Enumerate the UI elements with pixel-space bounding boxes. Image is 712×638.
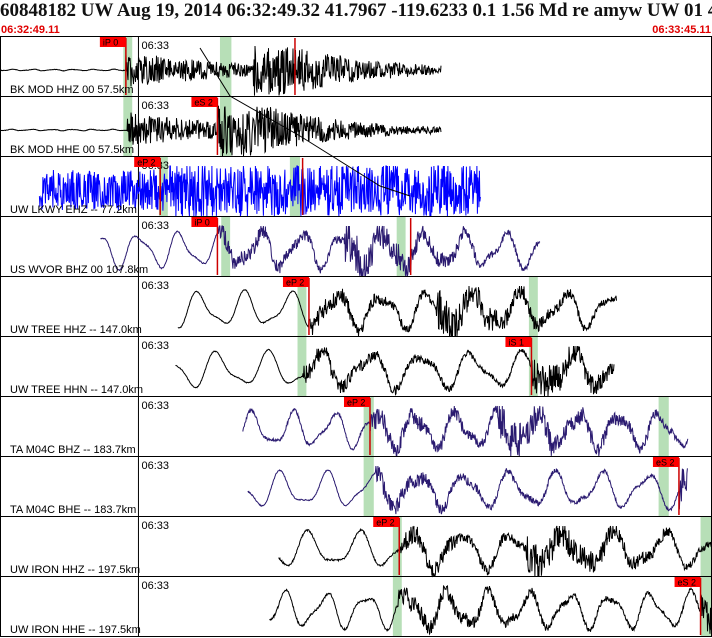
window-band bbox=[123, 37, 133, 96]
minute-tick-label: 06:33 bbox=[141, 40, 169, 52]
channel-label: UW TREE HHZ -- 147.0km bbox=[10, 324, 142, 336]
channel-label: BK MOD HHZ 00 57.5km bbox=[10, 84, 133, 96]
window-band bbox=[396, 217, 406, 276]
pick-label: eP 2 bbox=[376, 518, 394, 528]
channel-label: UW LKWY EHZ -- 77.2km bbox=[10, 204, 137, 216]
pick-box bbox=[99, 37, 126, 47]
pick-box bbox=[191, 217, 218, 227]
pick-box bbox=[373, 517, 400, 527]
channel-label: BK MOD HHE 00 57.5km bbox=[10, 144, 134, 156]
start-time-label: 06:32:49.11 bbox=[1, 24, 60, 36]
minute-tick-label: 06:33 bbox=[141, 460, 169, 472]
pick-box bbox=[282, 277, 309, 287]
pick-label: iS 1 bbox=[508, 338, 524, 348]
waveform-trace bbox=[175, 345, 615, 397]
pick-box bbox=[191, 97, 218, 107]
waveform-trace bbox=[0, 45, 442, 96]
waveform-trace bbox=[269, 584, 712, 636]
pick-label: eP 2 bbox=[347, 398, 365, 408]
channel-label: UW IRON HHE -- 197.5km bbox=[10, 624, 141, 636]
waveform-trace bbox=[100, 225, 541, 277]
end-time-label: 06:33:45.11 bbox=[652, 24, 711, 36]
channel-label: UW IRON HHZ -- 197.5km bbox=[10, 564, 140, 576]
pick-box bbox=[652, 457, 679, 467]
pick-box bbox=[674, 577, 701, 587]
window-band bbox=[700, 517, 712, 576]
pick-box bbox=[505, 337, 532, 347]
channel-label: TA M04C BHE -- 183.7km bbox=[10, 504, 136, 516]
waveform-trace bbox=[247, 465, 688, 515]
pick-label: eP 2 bbox=[286, 278, 304, 288]
waveform-trace bbox=[0, 105, 442, 157]
travel-time-curve bbox=[199, 47, 411, 197]
window-band bbox=[658, 457, 669, 516]
window-band bbox=[363, 397, 374, 456]
minute-tick-label: 06:33 bbox=[141, 220, 169, 232]
minute-tick-label: 06:33 bbox=[141, 400, 169, 412]
window-band bbox=[297, 277, 307, 336]
channel-label: TA M04C BHZ -- 183.7km bbox=[10, 444, 136, 456]
pick-box bbox=[134, 157, 161, 167]
window-band bbox=[363, 457, 374, 516]
waveform-trace bbox=[278, 525, 712, 578]
pick-label: eS 2 bbox=[656, 458, 675, 468]
pick-label: iP 0 bbox=[103, 38, 118, 48]
window-band bbox=[528, 337, 538, 396]
pick-label: eP 2 bbox=[137, 158, 155, 168]
minute-tick-label: 06:33 bbox=[141, 280, 169, 292]
minute-tick-label: 06:33 bbox=[141, 580, 169, 592]
channel-label: UW TREE HHN -- 147.0km bbox=[10, 384, 143, 396]
event-header: 60848182 UW Aug 19, 2014 06:32:49.32 41.… bbox=[0, 0, 712, 21]
minute-tick-label: 06:33 bbox=[141, 100, 169, 112]
pick-label: eS 2 bbox=[194, 98, 213, 108]
waveform-plot[interactable]: 06:33 iP 0 BK MOD HHZ 00 57.5km 06:33 eS 2 BK… bbox=[0, 36, 712, 638]
waveform-trace bbox=[242, 405, 689, 457]
pick-box bbox=[343, 397, 370, 407]
minute-tick-label: 06:33 bbox=[141, 520, 169, 532]
channel-label: US WVOR BHZ 00 107.8km bbox=[10, 264, 148, 276]
waveform-trace bbox=[177, 285, 617, 337]
window-band bbox=[297, 337, 307, 396]
pick-label: iP 0 bbox=[194, 218, 209, 228]
window-band bbox=[528, 277, 538, 336]
waveform-trace bbox=[38, 165, 481, 217]
pick-label: eS 2 bbox=[678, 578, 697, 588]
minute-tick-label: 06:33 bbox=[141, 340, 169, 352]
window-band bbox=[392, 517, 402, 576]
